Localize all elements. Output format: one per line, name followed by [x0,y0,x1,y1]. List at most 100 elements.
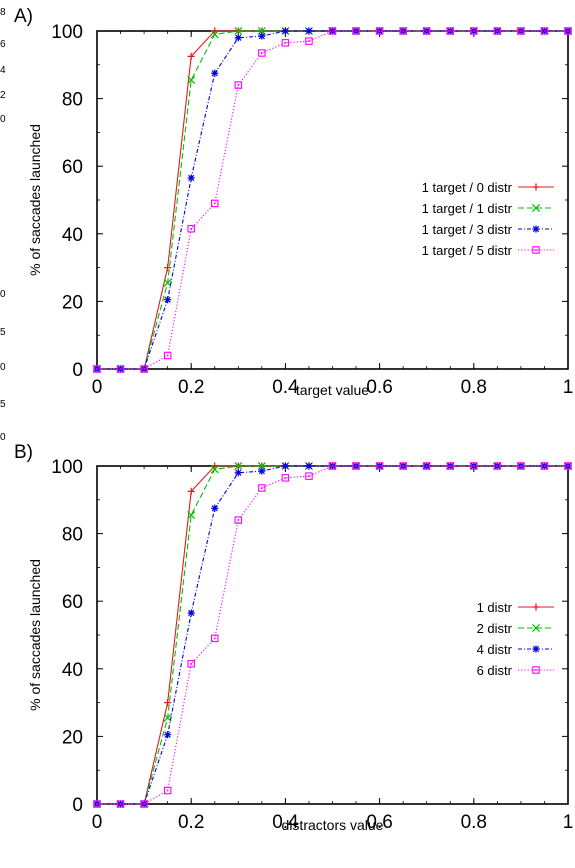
data-point-marker [305,462,313,470]
data-point-marker [446,27,454,35]
data-point-marker [281,462,289,470]
panel-label: B) [14,442,33,463]
x-tick-label: 0 [92,812,103,833]
data-point-marker [493,462,502,470]
plot-frame [96,30,569,370]
data-point-marker [234,469,242,477]
data-point-marker-center [355,465,357,467]
data-point-marker [422,462,431,470]
data-point-marker-center [425,465,428,467]
data-point-marker [352,462,360,470]
data-point-marker [532,225,540,233]
data-point-marker [93,365,101,373]
data-point-marker-center [331,30,334,32]
data-point-marker-center [284,477,287,479]
data-point-marker [234,34,242,42]
series [93,27,572,373]
legend-label: 2 distr [477,621,513,636]
data-point-marker [281,39,290,47]
data-point-marker [187,52,195,60]
data-point-marker [258,49,266,57]
data-point-marker [532,246,540,254]
y-axis-label: % of saccades launched [27,559,43,711]
data-point-marker [211,27,219,35]
data-point-marker-center [535,249,537,251]
edge-fragment: 5 [0,399,6,410]
edge-fragment: 2 [0,90,6,101]
data-point-marker-center [96,803,98,805]
legend-label: 4 distr [477,642,513,657]
y-tick-label: 0 [72,360,83,381]
data-point-marker [210,465,219,474]
data-point-marker-center [190,662,192,665]
y-tick-label: 40 [62,660,83,681]
data-point-marker-center [166,354,169,357]
data-point-marker-center [308,475,310,477]
data-point-marker [163,278,172,287]
chart-panel: B) 0 0.2 0.4 0.6 0.8 1 0 20 40 60 80 100 distractors … [14,442,573,833]
data-point-marker [328,462,337,470]
x-axis-label: distractors value [282,817,384,833]
data-point-marker-center [119,368,122,370]
legend-label: 1 target / 3 distr [422,222,513,237]
data-point-marker [375,462,384,470]
data-point-marker-center [425,30,428,32]
series-line [97,30,568,370]
data-point-marker-center [96,368,98,370]
data-point-marker [211,199,219,208]
data-point-marker [532,603,540,611]
data-point-marker [210,30,219,39]
data-point-marker [564,27,572,35]
data-point-marker-center [496,30,499,32]
data-point-marker [164,296,172,304]
data-point-marker-center [237,84,240,86]
data-point-marker [532,183,540,191]
data-point-marker [163,713,172,722]
data-point-marker-center [402,30,404,32]
data-point-marker [187,174,195,182]
data-point-marker [399,27,407,35]
data-point-marker [564,462,572,470]
data-point-marker [164,699,172,707]
data-point-marker [93,800,101,808]
data-point-marker-center [190,227,192,230]
data-point-marker [187,510,196,520]
edge-fragment: 0 [0,362,6,373]
legend-label: 6 distr [477,663,513,678]
data-point-marker [305,27,313,35]
data-point-marker-center [567,465,569,467]
data-point-marker-center [261,52,263,54]
data-point-marker-center [213,637,216,640]
data-point-marker [187,659,195,668]
data-point-marker [446,462,454,470]
edge-fragment: 4 [0,65,6,76]
data-point-marker [140,365,148,373]
series-line [97,30,568,370]
data-point-marker [211,69,219,77]
series [93,27,572,373]
series [93,462,572,808]
data-point-marker-center [355,30,357,32]
data-point-marker-center [520,465,522,467]
x-tick-label: 0.6 [366,377,392,398]
edge-fragment: 8 [0,7,6,18]
data-point-marker [164,264,172,272]
x-tick-label: 0.8 [461,812,487,833]
y-tick-label: 80 [62,525,83,546]
data-point-marker-center [143,803,145,805]
series [93,27,572,373]
x-tick-label: 0.4 [272,812,299,833]
data-point-marker [163,786,172,795]
series [92,26,573,374]
data-point-marker [258,484,266,492]
data-point-marker [375,27,384,35]
y-tick-label: 100 [51,22,83,43]
data-point-marker [540,462,549,470]
x-tick-label: 0.6 [366,812,392,833]
series-line [97,30,568,370]
x-tick-label: 0.2 [178,377,204,398]
data-point-marker [281,27,289,35]
x-tick-label: 1 [563,812,574,833]
